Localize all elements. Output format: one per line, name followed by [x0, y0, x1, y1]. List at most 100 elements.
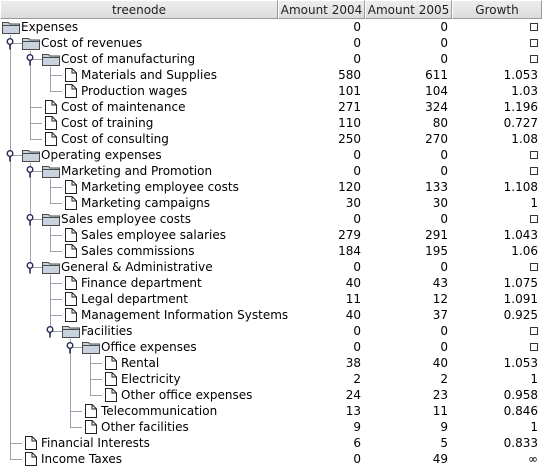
- tree-row[interactable]: Finance department 40 43 1.075: [0, 275, 542, 291]
- tree-row[interactable]: Income Taxes 0 49 ∞: [0, 451, 542, 467]
- amount-2004-cell: 0: [353, 452, 361, 466]
- treenode-cell[interactable]: Cost of manufacturing: [0, 51, 278, 67]
- treenode-cell[interactable]: Income Taxes: [0, 451, 278, 467]
- tree-row[interactable]: Sales employee salaries 279 291 1.043: [0, 227, 542, 243]
- treenode-cell[interactable]: Telecommunication: [0, 403, 278, 419]
- treenode-cell[interactable]: Production wages: [0, 83, 278, 99]
- amount-2004-cell: 0: [353, 260, 361, 274]
- document-icon: [24, 436, 38, 454]
- tree-row-folder[interactable]: Office expenses 0 0: [0, 339, 542, 355]
- tree-guide-line: [10, 459, 22, 460]
- expand-handle-icon[interactable]: [26, 214, 34, 230]
- treenode-cell[interactable]: Cost of maintenance: [0, 99, 278, 115]
- tree-row[interactable]: Rental 38 40 1.053: [0, 355, 542, 371]
- growth-cell: [452, 339, 542, 355]
- treenode-cell[interactable]: Cost of revenues: [0, 35, 278, 51]
- treenode-cell[interactable]: Legal department: [0, 291, 278, 307]
- treenode-cell[interactable]: Operating expenses: [0, 147, 278, 163]
- column-header-growth[interactable]: Growth: [452, 0, 542, 19]
- tree-row-folder[interactable]: Cost of revenues 0 0: [0, 35, 542, 51]
- tree-row-folder[interactable]: Operating expenses 0 0: [0, 147, 542, 163]
- treenode-cell[interactable]: Financial Interests: [0, 435, 278, 451]
- tree-row[interactable]: Legal department 11 12 1.091: [0, 291, 542, 307]
- amount-2004-cell: 0: [353, 340, 361, 354]
- treenode-cell[interactable]: Electricity: [0, 371, 278, 387]
- treenode-cell[interactable]: Management Information Systems: [0, 307, 288, 323]
- tree-guide-line: [50, 331, 62, 332]
- table-body: Expenses 0 0 Cost of revenues 0 0 Cost of manu…: [0, 19, 542, 469]
- tree-row-folder[interactable]: General & Administrative 0 0: [0, 259, 542, 275]
- tree-row-folder[interactable]: Sales employee costs 0 0: [0, 211, 542, 227]
- tree-guide-line: [70, 347, 82, 348]
- tree-row[interactable]: Cost of consulting 250 270 1.08: [0, 131, 542, 147]
- treenode-cell[interactable]: Marketing employee costs: [0, 179, 278, 195]
- tree-guide-line: [10, 243, 11, 259]
- expand-handle-icon[interactable]: [46, 326, 54, 342]
- document-icon: [64, 180, 78, 198]
- column-header-amount-2005[interactable]: Amount 2005: [365, 0, 452, 19]
- tree-row[interactable]: Other office expenses 24 23 0.958: [0, 387, 542, 403]
- amount-2004-cell: 120: [338, 180, 361, 194]
- treenode-cell[interactable]: Cost of training: [0, 115, 278, 131]
- tree-row[interactable]: Cost of maintenance 271 324 1.196: [0, 99, 542, 115]
- tree-row[interactable]: Financial Interests 6 5 0.833: [0, 435, 542, 451]
- treenode-cell[interactable]: Sales employee costs: [0, 211, 278, 227]
- growth-value: 0.833: [503, 436, 538, 450]
- amount-2004-cell: 0: [353, 164, 361, 178]
- treenode-cell[interactable]: Cost of consulting: [0, 131, 278, 147]
- document-icon: [84, 420, 98, 438]
- tree-guide-line: [50, 203, 62, 204]
- tree-guide-line: [10, 99, 11, 115]
- treenode-label: General & Administrative: [61, 260, 213, 274]
- amount-2005-cell: 324: [425, 100, 448, 114]
- tree-row[interactable]: Marketing employee costs 120 133 1.108: [0, 179, 542, 195]
- expand-handle-icon[interactable]: [6, 38, 14, 54]
- document-icon: [64, 68, 78, 86]
- treenode-cell[interactable]: Marketing and Promotion: [0, 163, 278, 179]
- column-header-treenode[interactable]: treenode: [0, 0, 278, 19]
- tree-row[interactable]: Materials and Supplies 580 611 1.053: [0, 67, 542, 83]
- tree-guide-line: [10, 83, 11, 99]
- tree-row-folder[interactable]: Cost of manufacturing 0 0: [0, 51, 542, 67]
- tree-row[interactable]: Electricity 2 2 1: [0, 371, 542, 387]
- tree-row[interactable]: Sales commissions 184 195 1.06: [0, 243, 542, 259]
- tree-row[interactable]: Telecommunication 13 11 0.846: [0, 403, 542, 419]
- amount-2004-cell: 6: [353, 436, 361, 450]
- treenode-cell[interactable]: Other office expenses: [0, 387, 278, 403]
- amount-2005-cell: 2: [440, 372, 448, 386]
- treenode-cell[interactable]: Materials and Supplies: [0, 67, 278, 83]
- treenode-cell[interactable]: Finance department: [0, 275, 278, 291]
- expand-handle-icon[interactable]: [26, 166, 34, 182]
- tree-row[interactable]: Other facilities 9 9 1: [0, 419, 542, 435]
- expand-handle-icon[interactable]: [66, 342, 74, 358]
- treenode-cell[interactable]: Sales commissions: [0, 243, 278, 259]
- tree-row[interactable]: Cost of training 110 80 0.727: [0, 115, 542, 131]
- document-icon: [44, 132, 58, 150]
- folder-icon: [22, 36, 40, 54]
- expand-handle-icon[interactable]: [26, 54, 34, 70]
- treenode-cell[interactable]: Office expenses: [0, 339, 278, 355]
- treenode-cell[interactable]: Expenses: [0, 19, 278, 35]
- treenode-label: Marketing campaigns: [81, 196, 211, 210]
- treenode-cell[interactable]: Other facilities: [0, 419, 278, 435]
- treenode-cell[interactable]: General & Administrative: [0, 259, 278, 275]
- tree-row-folder[interactable]: Facilities 0 0: [0, 323, 542, 339]
- treenode-cell[interactable]: Rental: [0, 355, 278, 371]
- growth-cell: 1.075: [452, 275, 542, 291]
- treenode-cell[interactable]: Marketing campaigns: [0, 195, 278, 211]
- folder-icon: [42, 260, 60, 278]
- column-header-amount-2004[interactable]: Amount 2004: [278, 0, 365, 19]
- tree-row[interactable]: Production wages 101 104 1.03: [0, 83, 542, 99]
- tree-row[interactable]: Management Information Systems 40 37 0.925: [0, 307, 542, 323]
- expand-handle-icon[interactable]: [6, 150, 14, 166]
- tree-row-folder[interactable]: Expenses 0 0: [0, 19, 542, 35]
- growth-cell: 0.727: [452, 115, 542, 131]
- tree-row-folder[interactable]: Marketing and Promotion 0 0: [0, 163, 542, 179]
- treenode-cell[interactable]: Sales employee salaries: [0, 227, 278, 243]
- tree-row[interactable]: Marketing campaigns 30 30 1: [0, 195, 542, 211]
- folder-icon: [42, 164, 60, 182]
- tree-guide-line: [50, 283, 62, 284]
- treenode-cell[interactable]: Facilities: [0, 323, 278, 339]
- expand-handle-icon[interactable]: [26, 262, 34, 278]
- amount-2004-cell: 40: [345, 276, 361, 290]
